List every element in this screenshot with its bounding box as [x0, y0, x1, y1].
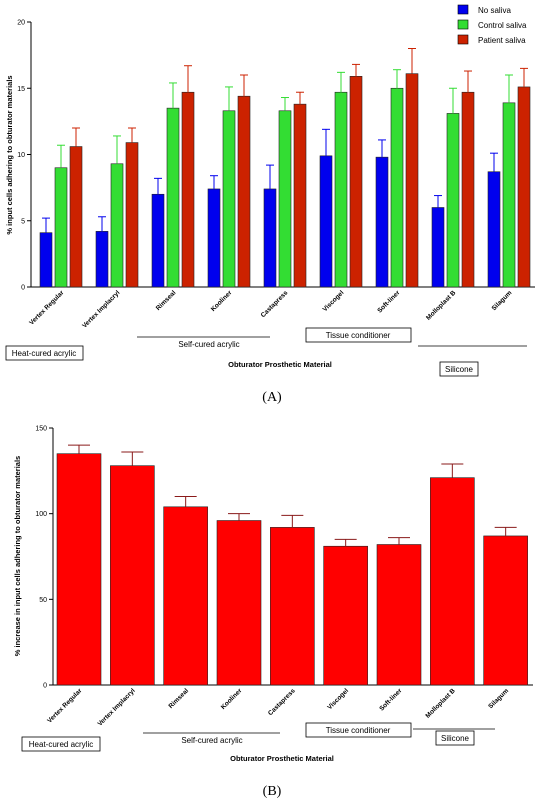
- bar-silagum-control-saliva: [502, 102, 516, 288]
- x-category-label: Molloplast B: [425, 289, 457, 321]
- group-label-heat-cured-b: Heat-cured acrylic: [29, 740, 93, 749]
- chart-b-y-ticks: 0 50 100 150: [35, 426, 53, 690]
- bar-kooliner-control-saliva: [222, 110, 236, 288]
- bar-vertex-regular-no-saliva: [39, 232, 53, 288]
- bar-vertex-implacryl-value: [110, 465, 155, 686]
- bar-molloplast-b-patient-saliva: [461, 91, 475, 288]
- chart-a-y-ticks: 0 5 10 15 20: [17, 20, 31, 292]
- chart-a-category-labels: Vertex Regular Vertex Implacryl Rimseal Koo…: [28, 289, 513, 330]
- x-category-label: Silagum: [491, 289, 514, 312]
- bar-vertex-regular-patient-saliva: [69, 146, 83, 288]
- x-category-label: Vertex Regular: [28, 289, 65, 326]
- group-label-heat-cured-a: Heat-cured acrylic: [12, 349, 76, 358]
- legend-swatch-control-saliva: [457, 19, 469, 30]
- panel-label-a: (A): [262, 390, 282, 405]
- bar-silagum-patient-saliva: [517, 86, 531, 288]
- bar-molloplast-b-no-saliva: [431, 207, 445, 288]
- panel-label-b: (B): [263, 784, 282, 799]
- bar-castapress-value: [270, 527, 315, 686]
- x-category-label: Kooliner: [220, 687, 244, 711]
- y-tick-label: 20: [17, 20, 25, 27]
- bar-kooliner-no-saliva: [207, 188, 221, 288]
- bar-rimseal-patient-saliva: [181, 91, 195, 288]
- y-tick-label: 150: [35, 426, 47, 433]
- x-category-label: Soft-liner: [376, 289, 401, 314]
- x-category-label: Vertex Implacryl: [81, 289, 121, 329]
- x-category-label: Castapress: [260, 289, 290, 319]
- x-category-label: Rimseal: [155, 289, 178, 312]
- bar-castapress-control-saliva: [278, 110, 292, 288]
- y-tick-label: 10: [17, 152, 25, 159]
- x-category-label: Soft-liner: [378, 687, 403, 712]
- chart-a-legend: No saliva Control saliva Patient saliva: [457, 4, 527, 45]
- bar-vertex-implacryl-no-saliva: [95, 231, 109, 288]
- x-category-label: Viscogel: [322, 289, 346, 313]
- bar-viscogel-control-saliva: [334, 91, 348, 288]
- x-category-label: Castapress: [267, 687, 297, 717]
- chart-b: 0 50 100 150 Vertex Regular Vertex Implacryl…: [13, 426, 533, 799]
- group-label-silicone-b: Silicone: [441, 734, 470, 743]
- x-category-label: Molloplast B: [424, 687, 456, 719]
- bar-soft-liner-value: [376, 544, 422, 686]
- bar-castapress-patient-saliva: [293, 103, 307, 288]
- bar-kooliner-patient-saliva: [237, 95, 251, 288]
- group-label-tissue-a: Tissue conditioner: [326, 331, 391, 340]
- bar-vertex-regular-value: [56, 453, 102, 686]
- x-category-label: Viscogel: [326, 687, 350, 711]
- bar-soft-liner-no-saliva: [375, 156, 389, 288]
- bar-molloplast-b-control-saliva: [446, 113, 460, 288]
- bar-rimseal-control-saliva: [166, 107, 180, 288]
- legend-swatch-patient-saliva: [457, 34, 469, 45]
- group-box-silicone-b: [435, 730, 475, 746]
- bar-vertex-regular-control-saliva: [54, 167, 68, 288]
- group-box-heat-cured-a: [5, 345, 84, 361]
- group-box-tissue-a: [305, 327, 412, 343]
- legend-label-patient-saliva: Patient saliva: [478, 36, 526, 45]
- chart-a-y-axis-title: % input cells adhering to obturator mate…: [5, 75, 14, 234]
- legend-label-no-saliva: No saliva: [478, 6, 511, 15]
- y-tick-label: 0: [43, 683, 47, 690]
- bar-rimseal-value: [163, 506, 208, 686]
- x-category-label: Rimseal: [167, 687, 190, 710]
- bar-soft-liner-control-saliva: [390, 87, 404, 288]
- x-category-label: Vertex Regular: [46, 687, 83, 724]
- group-label-self-cured-a: Self-cured acrylic: [178, 340, 239, 349]
- group-box-tissue-b: [305, 722, 412, 738]
- bar-soft-liner-patient-saliva: [405, 73, 419, 288]
- bar-silagum-value: [483, 535, 528, 686]
- chart-b-x-axis-title: Obturator Prosthetic Material: [230, 754, 334, 763]
- bar-viscogel-no-saliva: [319, 155, 333, 288]
- group-box-silicone-a: [439, 361, 479, 377]
- x-category-label: Vertex Implacryl: [97, 687, 137, 727]
- bar-molloplast-b-value: [430, 477, 475, 686]
- chart-b-category-labels: Vertex Regular Vertex Implacryl Rimseal Koo…: [46, 687, 510, 728]
- chart-a-bars: [39, 48, 531, 288]
- bar-viscogel-value: [323, 545, 368, 686]
- legend-label-control-saliva: Control saliva: [478, 21, 527, 30]
- bar-vertex-implacryl-control-saliva: [110, 163, 124, 288]
- y-tick-label: 50: [39, 597, 47, 604]
- y-tick-label: 5: [21, 218, 25, 225]
- chart-b-bars: [56, 444, 528, 686]
- bar-kooliner-value: [216, 520, 262, 686]
- y-tick-label: 15: [17, 86, 25, 93]
- y-tick-label: 100: [35, 511, 47, 518]
- x-category-label: Kooliner: [210, 289, 234, 313]
- chart-a: 0 5 10 15 20 Vertex Regular Vertex Implacryl R…: [5, 4, 535, 405]
- legend-swatch-no-saliva: [457, 4, 469, 15]
- x-category-label: Silagum: [487, 687, 510, 710]
- bar-viscogel-patient-saliva: [349, 76, 363, 288]
- chart-b-y-axis-title: % increase in input cells adhering to ob…: [13, 456, 22, 656]
- bar-rimseal-no-saliva: [151, 193, 165, 288]
- group-label-self-cured-b: Self-cured acrylic: [181, 736, 242, 745]
- group-box-heat-cured-b: [21, 736, 101, 752]
- bar-castapress-no-saliva: [263, 188, 277, 288]
- group-label-tissue-b: Tissue conditioner: [326, 726, 391, 735]
- bar-silagum-no-saliva: [487, 171, 501, 288]
- group-label-silicone-a: Silicone: [445, 365, 474, 374]
- y-tick-label: 0: [21, 285, 25, 292]
- chart-a-x-axis-title: Obturator Prosthetic Material: [228, 360, 332, 369]
- bar-vertex-implacryl-patient-saliva: [125, 142, 139, 288]
